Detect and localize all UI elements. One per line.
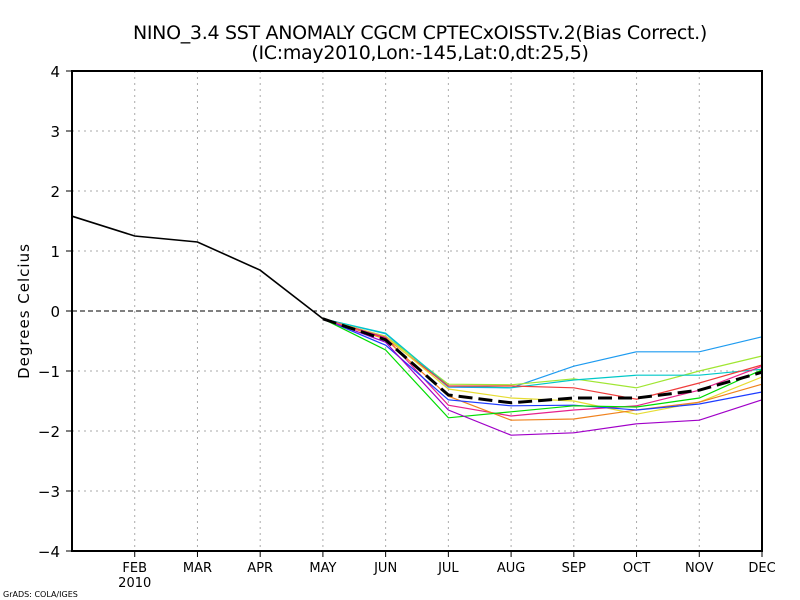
series-line-member-9 — [322, 318, 763, 419]
x-tick-label: AUG — [497, 561, 525, 576]
series-line-member-4 — [322, 318, 763, 400]
ensemble-mean-line — [322, 317, 763, 405]
series-layer — [71, 215, 763, 436]
x-tick-label: DEC — [748, 561, 775, 576]
x-tick-label: SEP — [562, 561, 586, 576]
y-tick-label: 4 — [50, 63, 60, 81]
grads-credit: GrADS: COLA/IGES — [3, 590, 78, 599]
x-tick-label: APR — [247, 561, 273, 576]
x-tick-label: MAR — [183, 561, 212, 576]
series-line-member-2 — [322, 318, 763, 389]
x-tick-label: FEB — [122, 561, 147, 576]
y-tick-label: 3 — [50, 123, 60, 141]
x-tick-label: JUL — [437, 561, 459, 576]
x-axis-ticks: FEB MAR APR MAY JUN JUL AUG SEP OCT NOV DEC 2010 — [118, 551, 776, 591]
grid — [72, 71, 762, 551]
observed-line — [71, 215, 324, 320]
x-tick-label: NOV — [685, 561, 714, 576]
y-tick-label: −4 — [38, 543, 60, 561]
y-tick-label: 1 — [50, 243, 60, 261]
y-tick-label: 0 — [50, 303, 60, 321]
x-tick-year: 2010 — [118, 576, 151, 591]
x-tick-label: JUN — [373, 561, 397, 576]
series-line-member-8 — [322, 318, 763, 411]
y-tick-label: 2 — [50, 183, 60, 201]
chart-title: NINO_3.4 SST ANOMALY CGCM CPTECxOISSTv.2… — [133, 22, 707, 44]
y-axis-label: Degrees Celcius — [15, 243, 33, 379]
series-line-member-10 — [322, 318, 763, 436]
series-line-member-3 — [322, 318, 763, 389]
series-line-member-7 — [322, 318, 763, 421]
y-tick-label: −3 — [38, 483, 60, 501]
chart-subtitle: (IC:may2010,Lon:-145,Lat:0,dt:25,5) — [251, 42, 588, 64]
x-tick-label: MAY — [309, 561, 336, 576]
y-tick-label: −1 — [38, 363, 60, 381]
y-axis-ticks: 4 3 2 1 0 −1 −2 −3 −4 — [38, 63, 72, 561]
x-tick-label: OCT — [623, 561, 650, 576]
y-tick-label: −2 — [38, 423, 60, 441]
plot-frame — [71, 70, 763, 552]
